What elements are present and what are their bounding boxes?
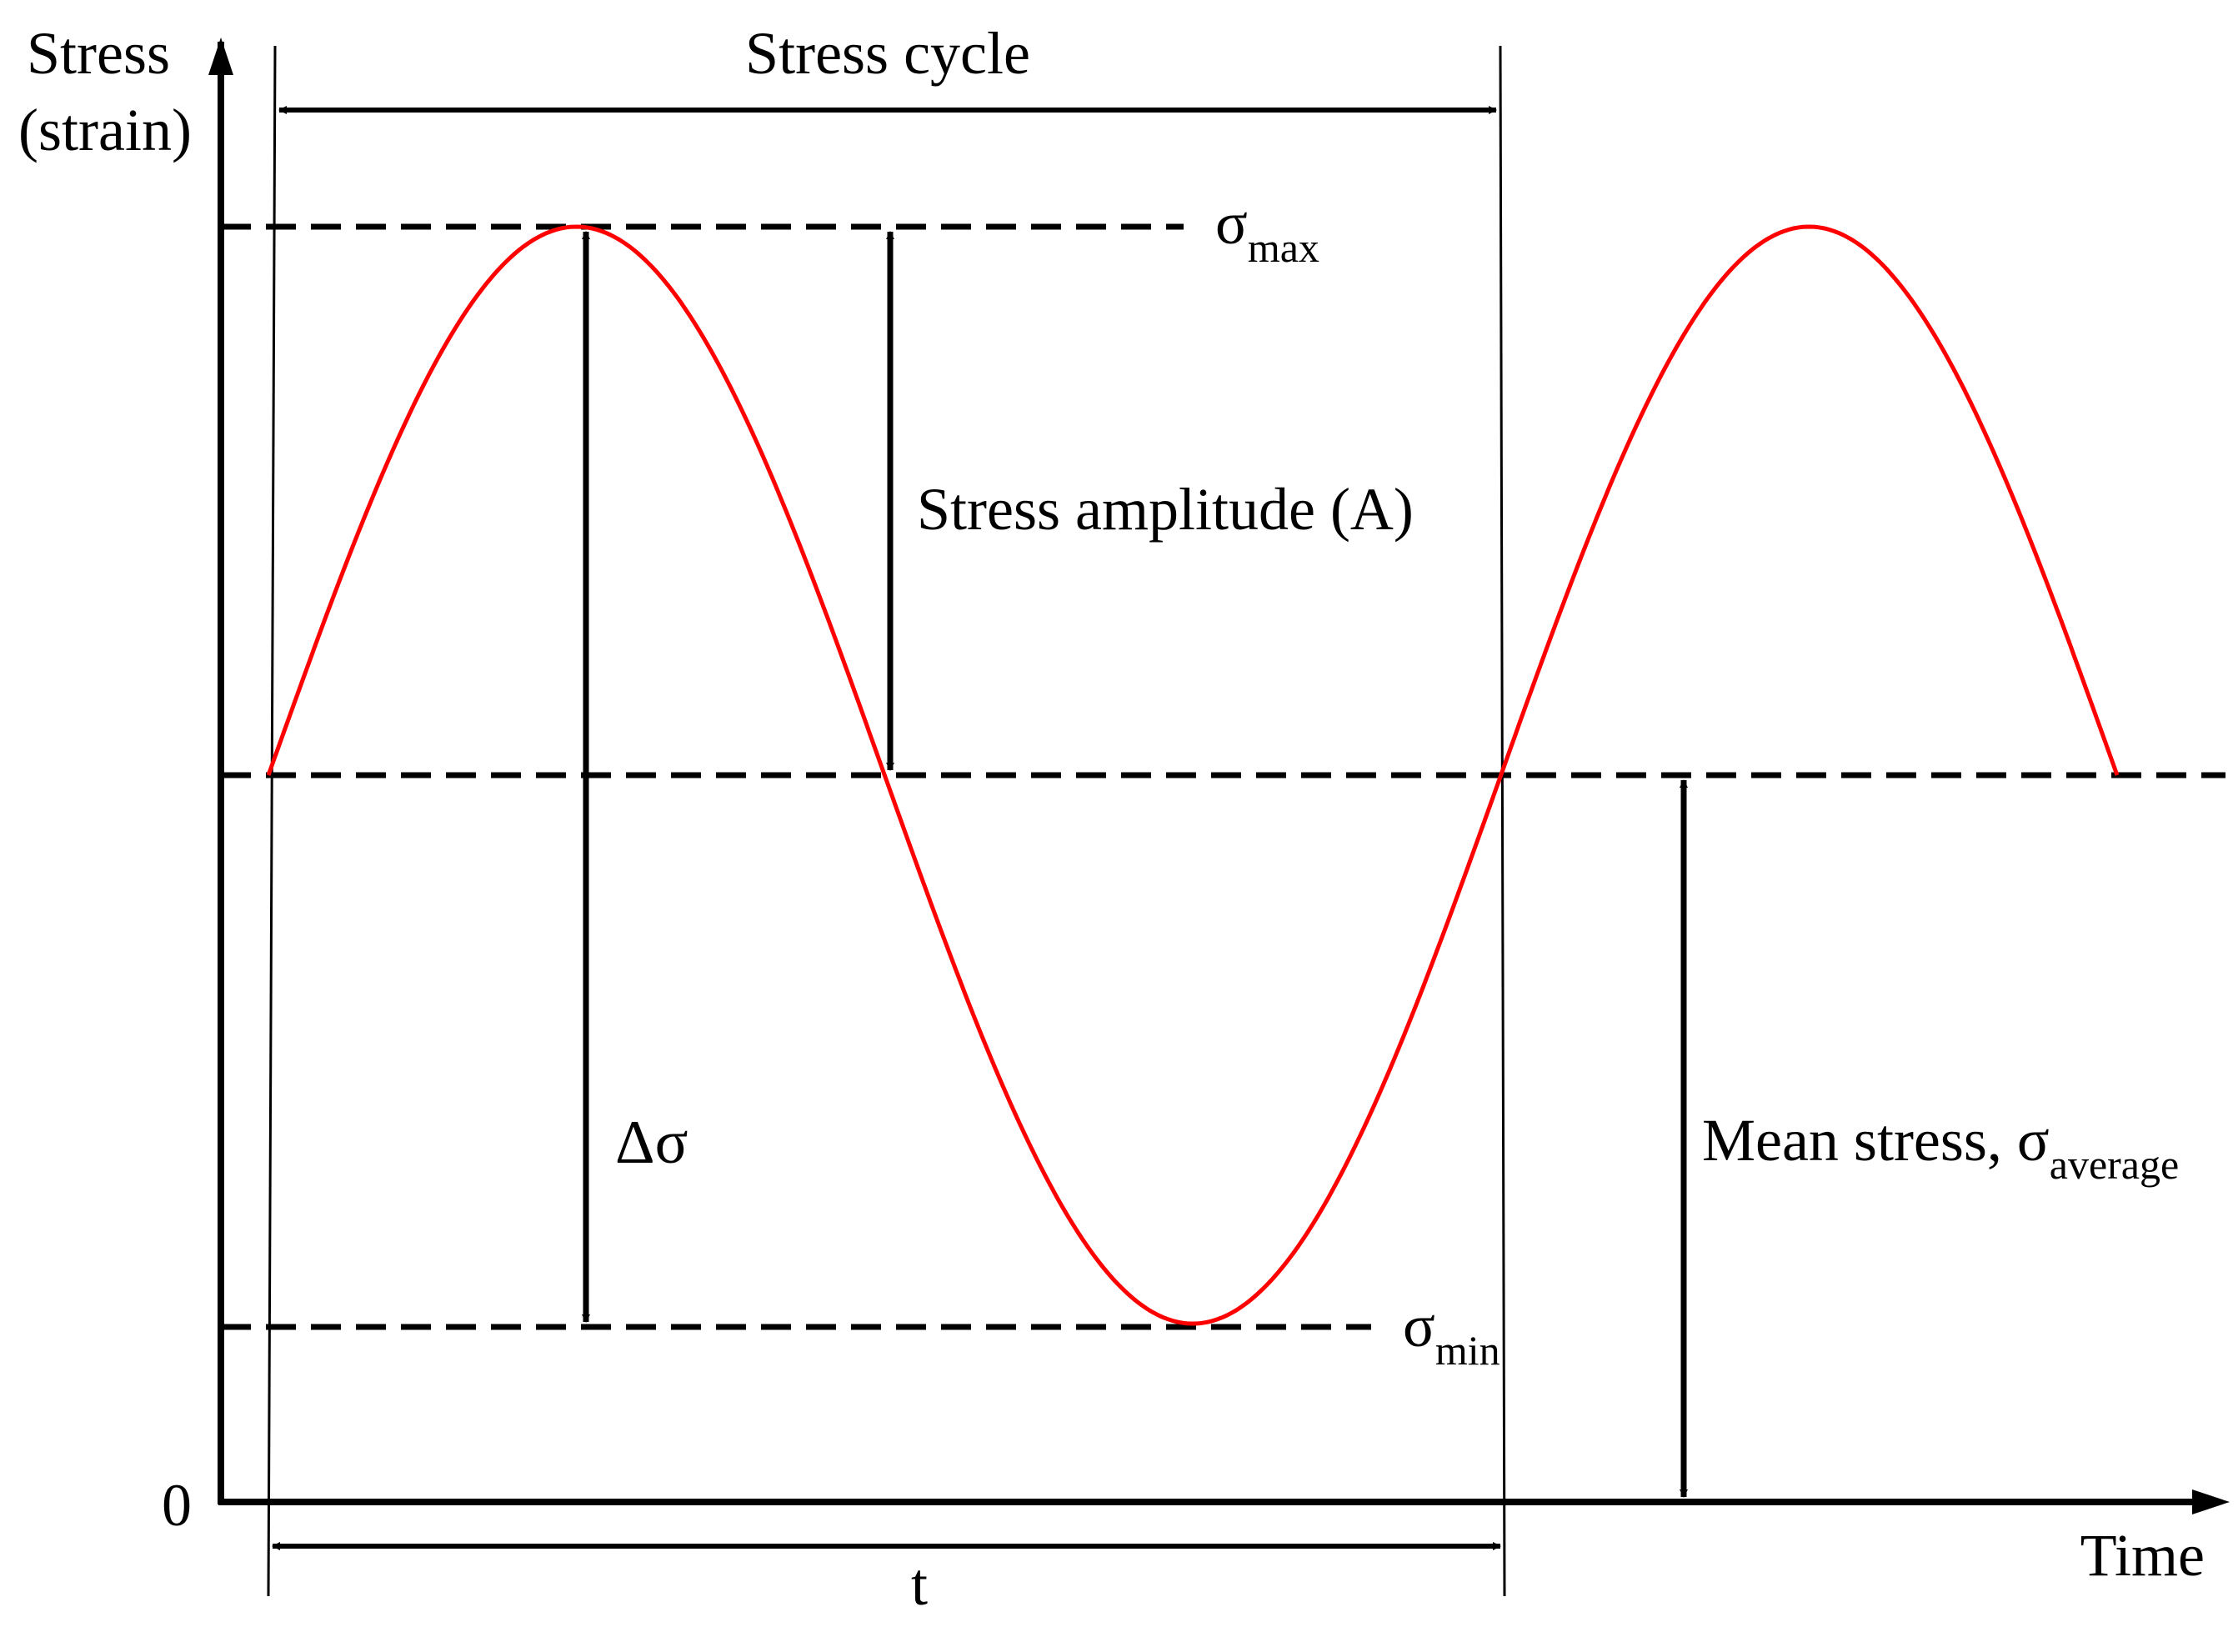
origin-label: 0 (162, 1472, 192, 1539)
sigma-min-symbol: σ (1403, 1293, 1435, 1359)
y-axis-arrowhead (208, 38, 233, 75)
stress-curve (266, 224, 2120, 1326)
mean-stress-subscript: average (2050, 1141, 2179, 1188)
sigma-min-label: σmin (1403, 1293, 1500, 1374)
x-axis-label: Time (2080, 1522, 2205, 1589)
x-axis-arrowhead (2192, 1489, 2230, 1514)
stress-amplitude-label: Stress amplitude (A) (917, 476, 1414, 543)
sigma-min-subscript: min (1435, 1327, 1500, 1374)
sigma-max-symbol: σ (1215, 190, 1248, 257)
cycle-end-line (1499, 45, 1506, 1597)
period-label: t (911, 1551, 928, 1618)
y-axis-label-line1: Stress (27, 20, 170, 87)
stress-cycle-label: Stress cycle (745, 20, 1030, 87)
mean-stress-label: Mean stress, σaverage (1702, 1107, 2179, 1188)
sigma-max-subscript: max (1248, 224, 1319, 271)
cycle-start-line (267, 45, 277, 1597)
sigma-max-label: σmax (1215, 190, 1319, 271)
mean-stress-text: Mean stress, σ (1702, 1107, 2050, 1174)
y-axis-label-line2: (strain) (18, 97, 192, 163)
delta-sigma-label: Δσ (615, 1109, 688, 1177)
